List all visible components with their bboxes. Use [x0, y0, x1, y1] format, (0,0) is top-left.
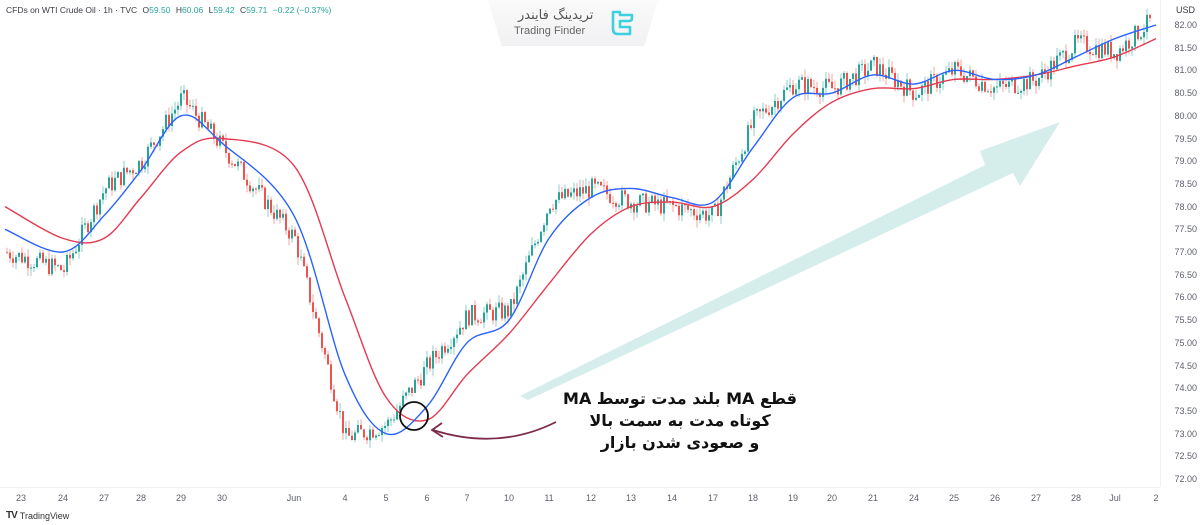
trend-arrow-icon [520, 122, 1060, 400]
price-tick-label: 79.00 [1174, 156, 1197, 167]
time-tick-label: 17 [707, 493, 719, 503]
long-ma-line [4, 37, 1157, 422]
price-chart[interactable] [0, 0, 1160, 487]
price-tick-label: 78.00 [1174, 201, 1197, 212]
time-tick-label: Jun [286, 493, 302, 503]
watermark-persian-text: تریدینگ فایندر [518, 8, 594, 23]
price-tick-label: 80.00 [1174, 110, 1197, 121]
time-tick-label: 29 [175, 493, 187, 503]
time-tick-label: 11 [544, 493, 554, 503]
time-tick-label: 30 [216, 493, 228, 503]
time-tick-label: 21 [867, 493, 879, 503]
tradingview-brand-text: TradingView [19, 510, 70, 521]
price-tick-label: 74.00 [1174, 383, 1197, 394]
time-tick-label: 14 [666, 493, 678, 503]
tradingview-logo-icon: TV [6, 510, 18, 521]
time-tick-label: 10 [503, 493, 515, 503]
price-tick-label: 73.00 [1174, 428, 1197, 439]
price-tick-label: 74.50 [1174, 360, 1197, 371]
price-tick-label: 79.50 [1174, 133, 1197, 144]
price-tick-label: 73.50 [1174, 405, 1197, 416]
time-tick-label: 5 [383, 493, 389, 503]
tradingview-branding[interactable]: TV TradingView [6, 510, 69, 521]
price-tick-label: 77.50 [1174, 224, 1197, 235]
ohlc-close: C59.71 [240, 5, 268, 15]
time-tick-label: 7 [464, 493, 470, 503]
ohlc-change: −0.22 (−0.37%) [272, 5, 332, 15]
time-tick-label: Jul [1109, 493, 1121, 503]
time-tick-label: 6 [424, 493, 430, 503]
time-tick-label: 24 [57, 493, 69, 503]
annotation-line-2: کوتاه مدت به سمت بالا [589, 411, 771, 430]
time-axis[interactable]: 23 24 27 28 29 30 Jun 4 5 6 7 10 11 12 13 14 17 18 19 20 21 2… [0, 487, 1160, 510]
ohlc-low: L59.42 [208, 5, 235, 15]
symbol-header: CFDs on WTI Crude Oil · 1h · TVC O59.50 … [6, 5, 331, 15]
price-tick-label: 78.50 [1174, 178, 1197, 189]
time-tick-label: 13 [625, 493, 637, 503]
price-axis[interactable]: USD 82.00 81.50 81.00 80.50 80.00 79.50 79.00 7… [1160, 0, 1200, 487]
annotation-line-3: و صعودی شدن بازار [600, 433, 760, 452]
price-tick-label: 75.50 [1174, 315, 1197, 326]
price-tick-label: 76.50 [1174, 269, 1197, 280]
crossover-annotation: قطع MA بلند مدت توسط MA کوتاه مدت به سمت… [560, 388, 800, 454]
time-tick-label: 23 [15, 493, 27, 503]
ohlc-open: O59.50 [142, 5, 171, 15]
chart-pane[interactable] [0, 0, 1160, 487]
price-tick-label: 75.00 [1174, 337, 1197, 348]
watermark-english-text: Trading Finder [514, 25, 586, 37]
time-tick-label: 28 [135, 493, 147, 503]
time-tick-label: 24 [908, 493, 920, 503]
time-tick-label: 27 [1030, 493, 1042, 503]
time-tick-label: 26 [989, 493, 1001, 503]
price-tick-label: 81.00 [1174, 65, 1197, 76]
callout-arrow-icon [432, 421, 557, 440]
price-tick-label: 72.50 [1174, 451, 1197, 462]
trading-finder-logo-icon [611, 10, 634, 36]
crossover-circle-icon [399, 401, 429, 431]
currency-label: USD [1175, 5, 1195, 15]
callout-arrowhead-icon [430, 422, 444, 438]
short-ma-line [4, 24, 1157, 436]
annotation-line-1: قطع MA بلند مدت توسط MA [563, 389, 797, 408]
price-tick-label: 72.00 [1174, 474, 1197, 484]
price-tick-label: 80.50 [1174, 88, 1197, 99]
time-tick-label: 20 [826, 493, 838, 503]
trading-finder-watermark: تریدینگ فایندر Trading Finder [488, 0, 658, 46]
time-tick-label: 18 [747, 493, 759, 503]
time-tick-label: 25 [948, 493, 960, 503]
time-tick-label: 28 [1070, 493, 1082, 503]
candlesticks [6, 8, 1151, 448]
price-tick-label: 77.00 [1174, 247, 1197, 257]
ohlc-high: H60.06 [175, 5, 204, 15]
price-tick-label: 76.00 [1174, 292, 1197, 303]
time-tick-label: 4 [342, 493, 348, 503]
time-tick-label: 12 [585, 493, 597, 503]
time-tick-label: 2 [1153, 493, 1159, 503]
time-tick-label: 27 [98, 493, 110, 503]
price-tick-label: 81.50 [1174, 42, 1197, 53]
symbol-title: CFDs on WTI Crude Oil · 1h · TVC [6, 5, 138, 15]
time-tick-label: 19 [787, 493, 799, 503]
price-tick-label: 82.00 [1174, 20, 1197, 30]
